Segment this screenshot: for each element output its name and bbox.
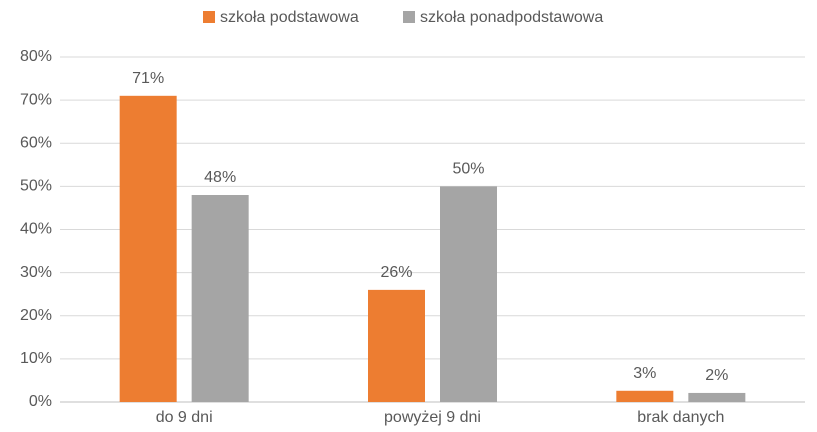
bar bbox=[368, 289, 425, 402]
legend-label: szkoła podstawowa bbox=[220, 9, 359, 26]
bar bbox=[119, 95, 177, 402]
legend-swatch bbox=[403, 11, 415, 23]
data-label: 50% bbox=[452, 161, 484, 178]
y-tick-label: 20% bbox=[20, 307, 52, 324]
bar bbox=[440, 186, 497, 402]
y-tick-label: 60% bbox=[20, 134, 52, 151]
data-label: 3% bbox=[633, 365, 656, 382]
x-tick-label: brak danych bbox=[637, 409, 724, 426]
y-tick-label: 0% bbox=[29, 393, 52, 410]
data-label: 2% bbox=[705, 367, 728, 384]
data-label: 48% bbox=[204, 169, 236, 186]
x-tick-label: do 9 dni bbox=[156, 409, 213, 426]
y-tick-label: 30% bbox=[20, 264, 52, 281]
y-tick-label: 80% bbox=[20, 48, 52, 65]
bar bbox=[688, 392, 746, 402]
y-tick-label: 40% bbox=[20, 221, 52, 238]
bar bbox=[616, 390, 674, 402]
legend-label: szkoła ponadpodstawowa bbox=[420, 9, 603, 26]
data-label: 26% bbox=[380, 264, 412, 281]
y-tick-label: 50% bbox=[20, 178, 52, 195]
x-tick-label: powyżej 9 dni bbox=[384, 409, 481, 426]
bar bbox=[191, 195, 249, 402]
data-label: 71% bbox=[132, 70, 164, 87]
y-tick-label: 70% bbox=[20, 91, 52, 108]
y-tick-label: 10% bbox=[20, 350, 52, 367]
legend-swatch bbox=[203, 11, 215, 23]
